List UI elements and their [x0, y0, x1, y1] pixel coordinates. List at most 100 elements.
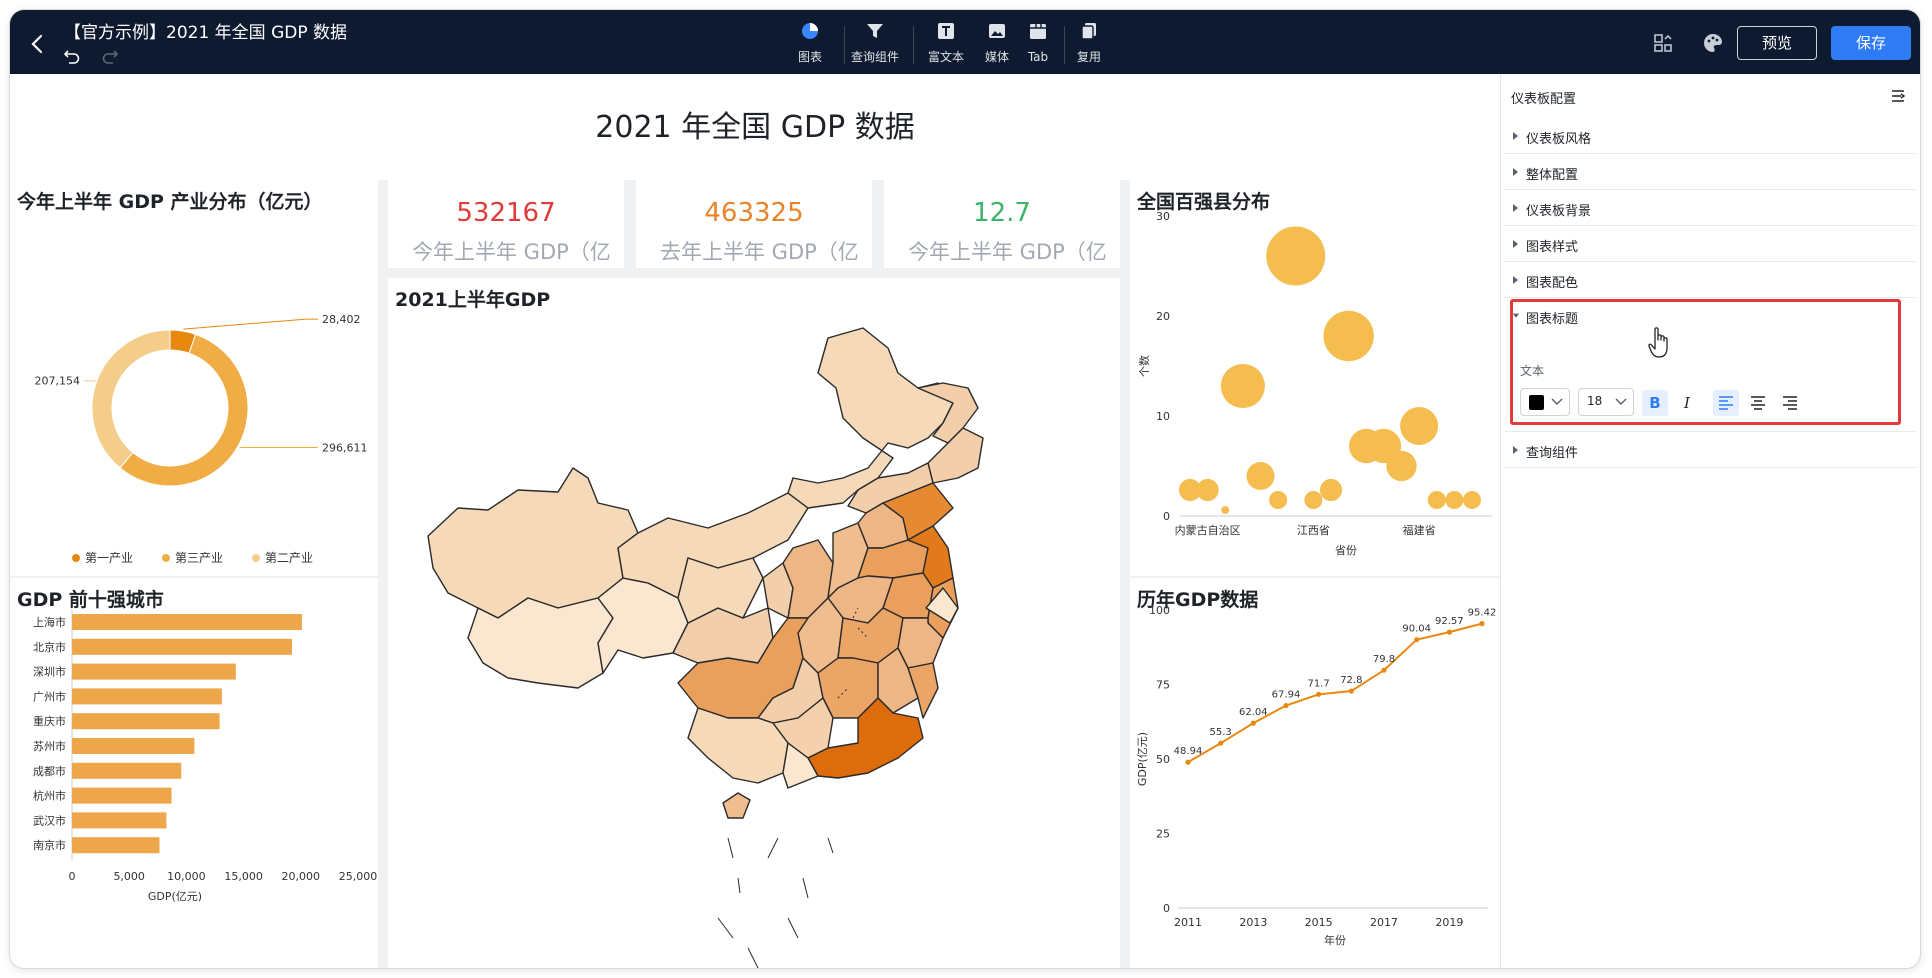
data-point[interactable] [1185, 759, 1191, 765]
section-overall-config[interactable]: 整体配置 [1504, 154, 1916, 190]
bubble-point[interactable] [1196, 478, 1219, 502]
bubble-point[interactable] [1246, 462, 1275, 490]
bubble-point[interactable] [1386, 450, 1417, 482]
kpi-card-this-year[interactable]: 532167 今年上半年 GDP（亿 [388, 180, 624, 268]
legend-label[interactable]: 第三产业 [175, 551, 223, 565]
align-right-button[interactable] [1777, 390, 1803, 416]
data-point[interactable] [1348, 688, 1354, 694]
kpi-value: 463325 [704, 198, 804, 228]
toolbar-query-label: 查询组件 [850, 50, 899, 64]
data-point[interactable] [1250, 720, 1256, 726]
theme-palette-icon[interactable] [1700, 30, 1726, 56]
section-dashboard-background[interactable]: 仪表板背景 [1504, 190, 1916, 226]
toolbar-tab[interactable]: Tab [1008, 20, 1068, 65]
toolbar-query[interactable]: 查询组件 [845, 20, 905, 65]
chart-title: 历年GDP数据 [1137, 589, 1259, 611]
save-button[interactable]: 保存 [1831, 26, 1911, 60]
bubble-point[interactable] [1463, 491, 1481, 509]
bar[interactable] [72, 787, 172, 804]
south-china-sea-islands [717, 607, 869, 968]
toolbar-media[interactable]: 媒体 [967, 20, 1027, 65]
toolbar-chart[interactable]: 图表 [780, 20, 840, 65]
bubble-point[interactable] [1304, 491, 1323, 509]
x-axis-label: 省份 [1335, 544, 1357, 557]
map-region [925, 587, 959, 624]
map-region [882, 482, 954, 541]
bubble-point[interactable] [1220, 363, 1265, 409]
legend-label[interactable]: 第一产业 [85, 551, 133, 565]
bubble-point[interactable] [1269, 491, 1288, 509]
data-point[interactable] [1316, 691, 1322, 697]
bar[interactable] [72, 738, 195, 754]
dashboard-title-card[interactable]: 2021 年全国 GDP 数据 [10, 74, 1500, 180]
bubble-point[interactable] [1178, 478, 1202, 502]
back-arrow-icon[interactable] [24, 30, 52, 58]
tab-icon [1030, 24, 1046, 39]
data-point[interactable] [1414, 637, 1420, 643]
bar[interactable] [72, 762, 182, 779]
chart-title: GDP 前十强城市 [17, 589, 164, 611]
align-center-button[interactable] [1745, 390, 1771, 416]
font-size-value: 18 [1587, 394, 1603, 408]
data-label: 296,611 [322, 441, 368, 454]
caret-right-icon [1513, 240, 1518, 248]
bar[interactable] [72, 663, 236, 680]
text-color-picker[interactable] [1520, 388, 1570, 416]
bubble-point[interactable] [1427, 491, 1446, 509]
toolbar-richtext[interactable]: 富文本 [916, 20, 976, 65]
data-point[interactable] [1283, 702, 1289, 709]
bubble-point[interactable] [1319, 478, 1343, 502]
align-left-button[interactable] [1713, 390, 1739, 416]
data-point[interactable] [1446, 629, 1452, 635]
section-label: 仪表板背景 [1526, 204, 1592, 219]
bubble-point[interactable] [1266, 226, 1326, 286]
donut-slice[interactable] [91, 329, 171, 469]
italic-button[interactable]: I [1684, 394, 1690, 412]
industry-donut-card[interactable]: 今年上半年 GDP 产业分布（亿元） 28,402 296,611 207,154 第… [10, 180, 378, 576]
section-chart-color[interactable]: 图表配色 [1504, 262, 1916, 298]
undo-icon[interactable] [62, 46, 82, 66]
gdp-history-line-card[interactable]: 历年GDP数据 0 25 50 75 100 GDP(亿元) 48.94 55.3 62.04 6… [1130, 578, 1500, 968]
y-tick-label: 0 [1163, 510, 1170, 523]
bar[interactable] [72, 614, 302, 630]
section-chart-style[interactable]: 图表样式 [1504, 226, 1916, 262]
bar[interactable] [72, 812, 167, 829]
donut-slice[interactable] [119, 333, 249, 487]
bubble-point[interactable] [1400, 407, 1439, 445]
data-point[interactable] [1479, 621, 1485, 627]
font-size-select[interactable]: 18 [1578, 388, 1634, 416]
bubble-point[interactable] [1445, 491, 1464, 509]
data-label: 62.04 [1239, 707, 1268, 718]
layout-icon[interactable] [1650, 30, 1676, 56]
bubble-point[interactable] [1323, 310, 1374, 362]
bubble-point[interactable] [1221, 506, 1230, 514]
bar[interactable] [72, 837, 160, 854]
bar[interactable] [72, 638, 292, 655]
bar[interactable] [72, 688, 222, 705]
section-query-component[interactable]: 查询组件 [1504, 432, 1916, 468]
bar[interactable] [72, 713, 220, 730]
top100-county-scatter-card[interactable]: 全国百强县分布 0 10 20 30 个数 内蒙古自治区 江西省 福建省 省份 [1130, 180, 1500, 576]
config-panel: 仪表板配置 [1500, 74, 1920, 968]
dashboard-name[interactable]: 【官方示例】2021 年全国 GDP 数据 [64, 23, 347, 43]
legend-label[interactable]: 第二产业 [265, 551, 313, 565]
bold-button[interactable]: B [1642, 390, 1668, 416]
kpi-card-growth[interactable]: 12.7 今年上半年 GDP（亿 [884, 180, 1120, 268]
china-gdp-map-card[interactable]: 2021上半年GDP [388, 278, 1120, 968]
section-chart-title[interactable]: 图表标题 [1504, 298, 1916, 334]
toolbar-reuse[interactable]: 复用 [1059, 20, 1119, 65]
top10-city-bar-card[interactable]: GDP 前十强城市 上海市 北京市 深圳市 广州市 重庆市 苏州市 成都市 杭州市 武汉市 南京市… [10, 578, 378, 968]
data-point[interactable] [1218, 740, 1224, 746]
preview-button[interactable]: 预览 [1737, 26, 1817, 60]
toolbar-divider [844, 26, 845, 64]
data-point[interactable] [1381, 667, 1387, 673]
redo-icon[interactable] [100, 46, 120, 66]
toolbar-tab-label: Tab [1027, 50, 1049, 64]
section-dashboard-style[interactable]: 仪表板风格 [1504, 118, 1916, 154]
collapse-panel-icon[interactable] [1890, 88, 1906, 104]
kpi-card-last-year[interactable]: 463325 去年上半年 GDP（亿 [636, 180, 872, 268]
y-tick-label: 100 [1149, 604, 1170, 617]
data-label: 79.8 [1373, 654, 1395, 665]
